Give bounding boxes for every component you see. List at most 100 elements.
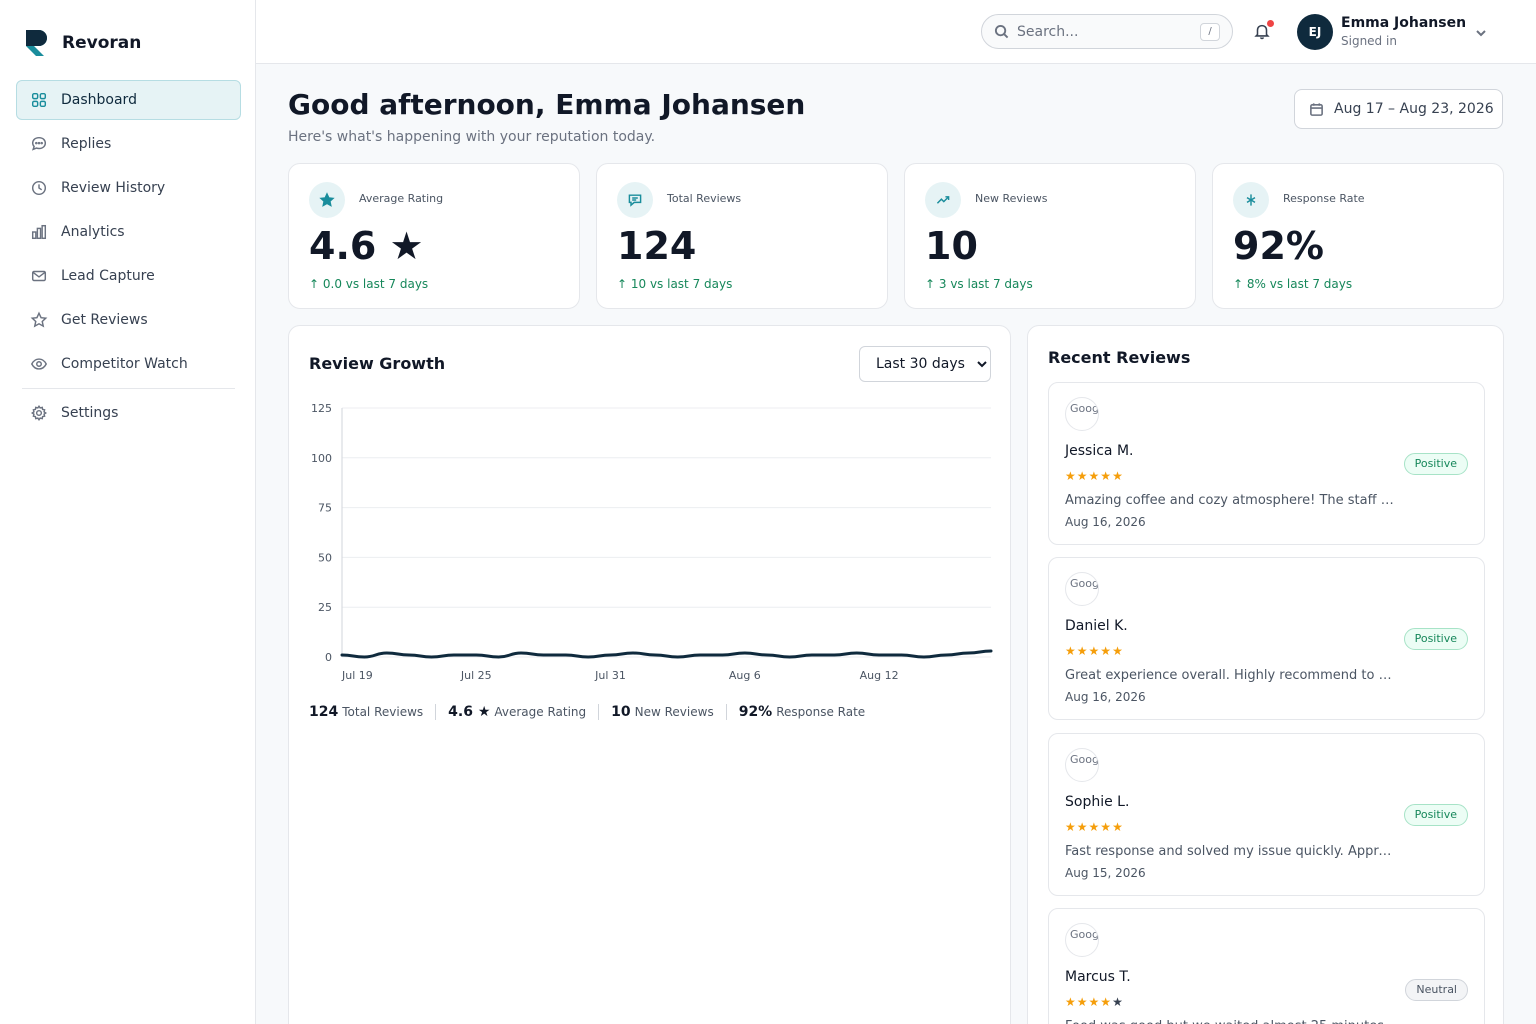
stat-delta: ↑ 10 vs last 7 days <box>617 277 733 291</box>
sidebar-item-lead-capture[interactable]: Lead Capture <box>16 256 241 296</box>
stat-label: Total Reviews <box>667 192 742 205</box>
star-icon <box>309 182 345 218</box>
summary-average-rating: 4.6 ★ Average Rating <box>435 704 598 720</box>
eye-icon <box>29 354 49 374</box>
star-icon: ★ <box>1100 644 1113 658</box>
stat-value: 4.6 ★ <box>309 224 424 268</box>
bell-icon <box>1254 24 1270 40</box>
gear-icon <box>29 403 49 423</box>
sidebar-item-label: Replies <box>61 136 112 152</box>
rating-stars: ★★★★★ <box>1065 469 1124 483</box>
star-icon: ★ <box>1076 995 1089 1009</box>
sidebar-item-replies[interactable]: Replies <box>16 124 241 164</box>
sidebar: Revoran Dashboard Replies Review History… <box>0 0 256 1024</box>
recent-reviews-card: Recent Reviews GoogleJessica M.★★★★★Amaz… <box>1027 325 1504 1024</box>
calendar-icon <box>1310 102 1323 116</box>
y-tick-label: 0 <box>325 651 332 664</box>
brand-name: Revoran <box>62 33 142 53</box>
stat-card-average-rating: Average Rating 4.6 ★ ↑ 0.0 vs last 7 day… <box>288 163 580 309</box>
user-status: Signed in <box>1341 34 1397 48</box>
review-growth-chart: 0 25 50 75 100 125 Jul 19 Jul 25 Jul 31 Aug 6 Aug … <box>311 402 993 682</box>
rating-stars: ★★★★★ <box>1065 995 1124 1009</box>
user-name[interactable]: Emma Johansen <box>1341 15 1467 31</box>
search-icon <box>994 24 1009 39</box>
date-range-picker[interactable]: Aug 17 – Aug 23, 2026 <box>1294 89 1503 129</box>
summary-new-reviews: 10 New Reviews <box>598 704 726 720</box>
stat-card-response-rate: Response Rate 92% ↑ 8% vs last 7 days <box>1212 163 1504 309</box>
star-icon: ★ <box>1076 820 1089 834</box>
review-text: Great experience overall. Highly recomme… <box>1065 668 1395 683</box>
stat-label: Average Rating <box>359 192 444 205</box>
notifications-button[interactable] <box>1253 20 1274 42</box>
brand[interactable]: Revoran <box>24 28 141 58</box>
stat-value: 10 <box>925 224 978 268</box>
page-title: Good afternoon, Emma Johansen <box>288 88 806 121</box>
stat-label: New Reviews <box>975 192 1048 205</box>
star-icon <box>29 310 49 330</box>
sidebar-item-label: Lead Capture <box>61 268 155 284</box>
user-menu-toggle[interactable] <box>1474 25 1488 39</box>
x-tick-label: Aug 6 <box>729 669 761 682</box>
brand-logo-icon <box>26 30 47 56</box>
sidebar-item-label: Competitor Watch <box>61 356 188 372</box>
review-date: Aug 15, 2026 <box>1065 866 1146 880</box>
review-text: Food was good but we waited almost 25 mi… <box>1065 1019 1395 1024</box>
reviews-title: Recent Reviews <box>1048 348 1191 367</box>
y-tick-label: 75 <box>318 502 332 515</box>
range-select[interactable]: Last 30 days <box>859 346 991 382</box>
message-icon <box>617 182 653 218</box>
star-icon: ★ <box>1112 469 1124 483</box>
stat-delta: ↑ 0.0 vs last 7 days <box>309 277 429 291</box>
review-source-logo: Google <box>1065 397 1099 431</box>
y-tick-label: 50 <box>318 551 332 564</box>
trend-up-icon <box>925 182 961 218</box>
sidebar-item-label: Get Reviews <box>61 312 148 328</box>
review-card[interactable]: GoogleSophie L.★★★★★Fast response and so… <box>1048 733 1485 896</box>
sidebar-item-dashboard[interactable]: Dashboard <box>16 80 241 120</box>
sidebar-item-get-reviews[interactable]: Get Reviews <box>16 300 241 340</box>
review-source-logo: Google <box>1065 748 1099 782</box>
reply-icon <box>1233 182 1269 218</box>
star-icon: ★ <box>1076 469 1089 483</box>
star-icon: ★ <box>1100 995 1113 1009</box>
sidebar-item-competitor-watch[interactable]: Competitor Watch <box>16 344 241 384</box>
stat-delta: ↑ 8% vs last 7 days <box>1233 277 1353 291</box>
top-header: / EJ Emma Johansen Signed in <box>256 0 1536 64</box>
bar-chart-icon <box>29 222 49 242</box>
review-date: Aug 16, 2026 <box>1065 515 1146 529</box>
reviewer-name: Sophie L. <box>1065 794 1130 810</box>
star-icon: ★ <box>1088 644 1101 658</box>
review-source-logo: Google <box>1065 923 1099 957</box>
stat-card-new-reviews: New Reviews 10 ↑ 3 vs last 7 days <box>904 163 1196 309</box>
search-input[interactable] <box>1017 23 1187 40</box>
review-card[interactable]: GoogleJessica M.★★★★★Amazing coffee and … <box>1048 382 1485 545</box>
sidebar-item-review-history[interactable]: Review History <box>16 168 241 208</box>
review-card[interactable]: GoogleDaniel K.★★★★★Great experience ove… <box>1048 557 1485 720</box>
star-icon: ★ <box>1088 469 1101 483</box>
sentiment-badge: Neutral <box>1405 979 1468 1001</box>
chevron-down-icon <box>1476 30 1486 37</box>
sidebar-item-label: Settings <box>61 405 119 421</box>
rating-stars: ★★★★★ <box>1065 644 1124 658</box>
chart-title: Review Growth <box>309 354 446 373</box>
review-card[interactable]: GoogleMarcus T.★★★★★Food was good but we… <box>1048 908 1485 1024</box>
grid-icon <box>29 90 49 110</box>
avatar[interactable]: EJ <box>1297 14 1333 50</box>
star-icon: ★ <box>1100 469 1113 483</box>
x-tick-label: Jul 31 <box>594 669 626 682</box>
star-icon: ★ <box>1112 644 1124 658</box>
mail-icon <box>29 266 49 286</box>
star-icon: ★ <box>1065 469 1077 483</box>
sidebar-item-label: Dashboard <box>61 92 137 108</box>
sidebar-item-settings[interactable]: Settings <box>16 393 241 433</box>
sentiment-badge: Positive <box>1403 453 1468 475</box>
sidebar-item-analytics[interactable]: Analytics <box>16 212 241 252</box>
sidebar-nav: Dashboard Replies Review History Analyti… <box>16 80 241 437</box>
star-icon: ★ <box>1112 995 1124 1009</box>
star-icon: ★ <box>1065 820 1077 834</box>
search-shortcut-key: / <box>1200 23 1220 41</box>
stat-value: 124 <box>617 224 697 268</box>
reviewer-name: Daniel K. <box>1065 618 1128 634</box>
y-tick-label: 125 <box>311 402 332 415</box>
search-box[interactable]: / <box>981 14 1233 49</box>
